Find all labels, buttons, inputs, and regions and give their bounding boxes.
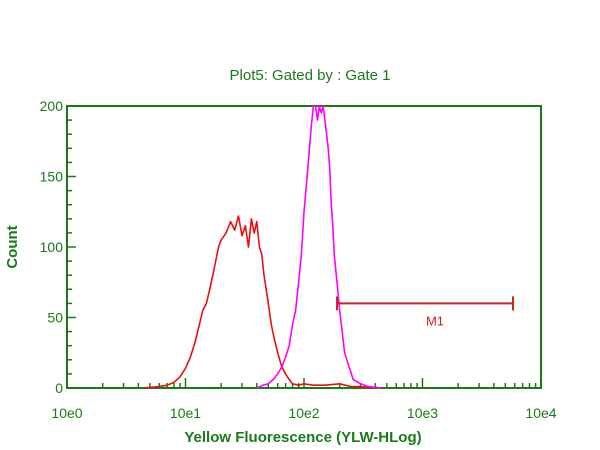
series-1-line <box>144 215 376 389</box>
x-tick-label: 10e0 <box>51 405 82 421</box>
annotation-group: M1 <box>336 296 514 328</box>
y-axis-ticks <box>67 105 76 389</box>
y-tick-label: 150 <box>40 169 64 185</box>
x-tick-label: 10e4 <box>525 405 556 421</box>
x-axis-tick-labels: 10e0 10e1 10e2 10e3 10e4 <box>51 405 556 421</box>
x-tick-label: 10e1 <box>170 405 201 421</box>
y-tick-label: 50 <box>47 310 63 326</box>
y-axis-tick-labels: 0 50 100 150 200 <box>40 98 64 396</box>
x-tick-label: 10e3 <box>407 405 438 421</box>
x-axis-title: Yellow Fluorescence (YLW-HLog) <box>184 429 421 446</box>
y-tick-label: 0 <box>55 380 63 396</box>
x-axis-ticks <box>66 378 537 388</box>
chart-title: Plot5: Gated by : Gate 1 <box>230 67 391 84</box>
y-tick-label: 200 <box>40 98 64 114</box>
x-tick-label: 10e2 <box>288 405 319 421</box>
y-tick-label: 100 <box>40 239 64 255</box>
marker-label: M1 <box>426 313 444 328</box>
series-group <box>144 105 382 389</box>
series-2-line <box>256 105 382 389</box>
plot-frame <box>66 105 542 389</box>
y-axis-title: Count <box>4 225 21 268</box>
